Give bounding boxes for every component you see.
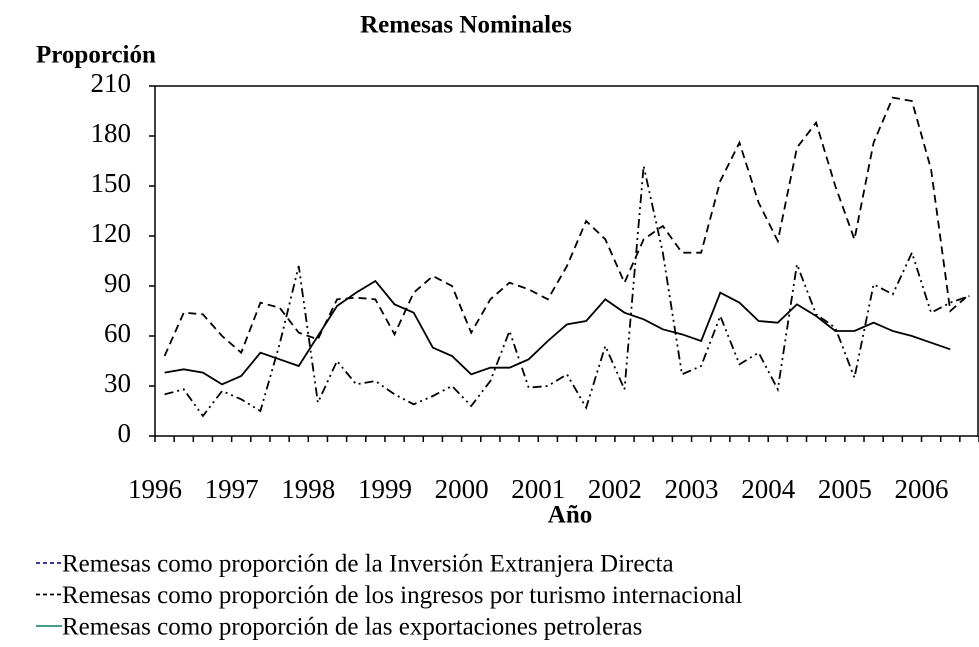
chart-title: Remesas Nominales bbox=[360, 12, 572, 39]
y-axis-label: Proporción bbox=[36, 42, 156, 69]
y-tick-label: 180 bbox=[91, 118, 132, 148]
plot-frame bbox=[154, 85, 979, 437]
x-tick-label: 1996 bbox=[128, 474, 182, 504]
x-tick-label: 2006 bbox=[895, 474, 949, 504]
x-tick-label: 2004 bbox=[741, 474, 796, 504]
legend-label: Remesas como proporción de las exportaci… bbox=[62, 614, 642, 641]
x-tick-label: 1997 bbox=[205, 474, 259, 504]
x-tick-label: 2000 bbox=[435, 474, 489, 504]
y-tick-label: 60 bbox=[104, 318, 131, 348]
x-tick-label: 2005 bbox=[818, 474, 872, 504]
x-tick-label: 1999 bbox=[358, 474, 412, 504]
legend-label: Remesas como proporción de la Inversión … bbox=[62, 551, 674, 578]
y-tick-label: 90 bbox=[104, 268, 131, 298]
legend-label: Remesas como proporción de los ingresos … bbox=[62, 582, 742, 609]
series-line bbox=[164, 165, 970, 418]
y-tick-label: 0 bbox=[118, 418, 132, 448]
x-tick-label: 1998 bbox=[281, 474, 335, 504]
x-tick-label: 2002 bbox=[588, 474, 642, 504]
y-tick-label: 210 bbox=[91, 68, 132, 98]
y-tick-label: 150 bbox=[91, 168, 132, 198]
x-tick-label: 2003 bbox=[665, 474, 719, 504]
y-tick-label: 30 bbox=[104, 368, 131, 398]
y-tick-label: 120 bbox=[91, 218, 132, 248]
series-line bbox=[163, 96, 971, 357]
series-line bbox=[164, 279, 951, 386]
x-axis-label: Año bbox=[548, 502, 592, 529]
x-tick-label: 2001 bbox=[511, 474, 565, 504]
